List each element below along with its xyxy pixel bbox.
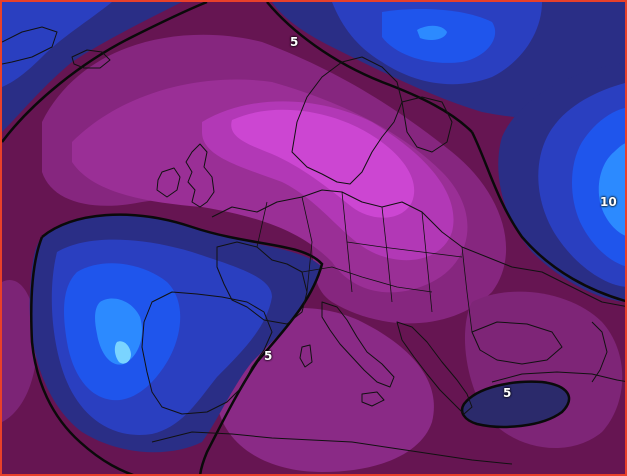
coast-ireland [156,167,181,198]
coast-sicily [361,391,385,407]
field-cool-iberia-center [114,341,131,364]
contour-label-greece: 5 [503,386,512,400]
field-peak-scandinavia [231,109,415,218]
field-cool-east-core [598,143,625,236]
coast-france [216,241,308,325]
contour-line-north-2 [266,2,473,133]
coast-iceland [71,49,111,69]
coast-continent [211,189,625,307]
border-lines [256,191,473,333]
field-warm-west-edge [2,280,37,422]
coast-finland [401,96,453,153]
field-warm-south [215,308,434,472]
coast-italy [321,301,395,388]
field-cool-north-center [417,25,447,40]
coast-britain [185,143,215,208]
contour-line-russia [470,131,625,303]
coast-black-sea [471,321,563,365]
field-cool-east-bright [572,107,625,266]
coast-iberia [141,291,273,415]
contour-line-iberia-west [30,236,134,474]
contour-label-north: 5 [290,35,299,49]
contour-line-greece [460,380,571,429]
contour-label-russia: 10 [600,195,617,209]
coast-sardinia [299,344,313,368]
coast-caspian [591,321,608,383]
contour-line-north [2,2,208,143]
coast-scandinavia [291,56,403,185]
field-cool-northwest-mid [2,2,112,87]
coastlines [2,26,625,465]
field-cool-greece [462,381,570,427]
coast-balkans [396,321,473,415]
contour-line-iberia [41,213,324,474]
coast-north-africa [151,431,513,465]
field-cool-iberia-core [95,298,143,365]
coast-greenland [2,26,58,65]
contour-label-iberia: 5 [264,349,273,363]
coast-turkey [491,371,625,383]
